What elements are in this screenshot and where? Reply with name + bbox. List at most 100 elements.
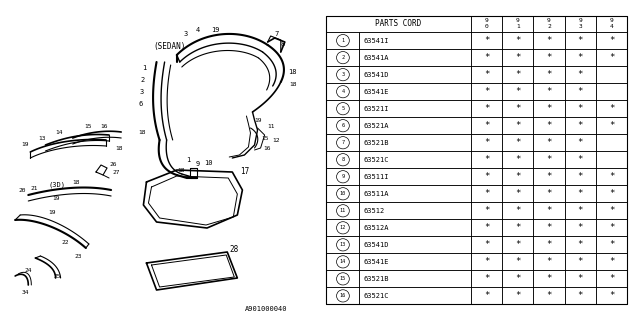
Text: 18: 18	[139, 131, 146, 135]
Text: 7: 7	[341, 140, 344, 145]
Text: 63521A: 63521A	[364, 123, 389, 129]
Text: *: *	[547, 257, 552, 266]
Text: 1: 1	[142, 65, 147, 71]
Text: 16: 16	[263, 146, 270, 150]
Text: *: *	[547, 223, 552, 232]
Text: *: *	[609, 104, 614, 113]
Text: *: *	[609, 206, 614, 215]
Text: 9
1: 9 1	[516, 19, 520, 29]
Text: *: *	[609, 240, 614, 249]
Text: 27: 27	[113, 171, 120, 175]
Text: 17: 17	[240, 167, 249, 177]
Text: *: *	[484, 53, 489, 62]
Text: *: *	[515, 104, 520, 113]
Text: *: *	[577, 138, 583, 147]
Text: *: *	[515, 70, 520, 79]
Text: 63541A: 63541A	[364, 55, 389, 61]
Text: 2: 2	[140, 77, 145, 83]
Text: *: *	[515, 172, 520, 181]
Text: *: *	[609, 53, 614, 62]
Text: *: *	[609, 36, 614, 45]
Text: *: *	[515, 257, 520, 266]
Text: *: *	[484, 240, 489, 249]
Text: *: *	[515, 36, 520, 45]
Text: (SEDAN): (SEDAN)	[154, 42, 186, 51]
Text: *: *	[577, 104, 583, 113]
Text: 9
3: 9 3	[579, 19, 582, 29]
Text: *: *	[547, 138, 552, 147]
Text: *: *	[515, 274, 520, 283]
Text: *: *	[484, 292, 489, 300]
Text: 9: 9	[341, 174, 344, 179]
Text: 15: 15	[84, 124, 92, 129]
Text: *: *	[547, 274, 552, 283]
Text: 19: 19	[211, 27, 220, 33]
Text: 3: 3	[341, 72, 344, 77]
Text: 14: 14	[55, 131, 62, 135]
Text: *: *	[515, 292, 520, 300]
Text: *: *	[484, 274, 489, 283]
Text: 18: 18	[289, 69, 297, 75]
Text: 4: 4	[341, 89, 344, 94]
Text: 12: 12	[340, 225, 346, 230]
Text: 63541D: 63541D	[364, 72, 389, 78]
Text: PARTS CORD: PARTS CORD	[376, 20, 422, 28]
Text: 22: 22	[62, 241, 69, 245]
Text: *: *	[577, 36, 583, 45]
Text: *: *	[547, 172, 552, 181]
Text: 63512: 63512	[364, 208, 385, 214]
Text: *: *	[484, 104, 489, 113]
Text: 10: 10	[204, 160, 212, 166]
Text: *: *	[547, 104, 552, 113]
Text: 26: 26	[109, 163, 117, 167]
Text: *: *	[484, 172, 489, 181]
Text: *: *	[515, 138, 520, 147]
Text: *: *	[609, 189, 614, 198]
Text: 11: 11	[267, 124, 275, 129]
Text: *: *	[547, 87, 552, 96]
Text: *: *	[547, 53, 552, 62]
Text: 15: 15	[340, 276, 346, 281]
Text: *: *	[547, 36, 552, 45]
Text: *: *	[547, 155, 552, 164]
Text: *: *	[484, 206, 489, 215]
Text: 63511A: 63511A	[364, 191, 389, 197]
Text: *: *	[515, 206, 520, 215]
Text: 34: 34	[22, 290, 29, 294]
Text: *: *	[577, 70, 583, 79]
Text: 23: 23	[74, 254, 81, 260]
Text: *: *	[515, 155, 520, 164]
Text: *: *	[577, 274, 583, 283]
Text: 6: 6	[138, 101, 143, 107]
Text: *: *	[577, 206, 583, 215]
Text: 63541E: 63541E	[364, 259, 389, 265]
Text: *: *	[484, 223, 489, 232]
Text: 16: 16	[100, 124, 108, 129]
Text: *: *	[547, 240, 552, 249]
Text: *: *	[547, 206, 552, 215]
Text: 1: 1	[341, 38, 344, 43]
Text: 63541E: 63541E	[364, 89, 389, 95]
Text: *: *	[484, 36, 489, 45]
Text: *: *	[515, 87, 520, 96]
Text: *: *	[609, 292, 614, 300]
Text: *: *	[484, 70, 489, 79]
Text: 4: 4	[196, 27, 200, 33]
Text: 3: 3	[140, 89, 143, 95]
Text: *: *	[609, 257, 614, 266]
Text: 18: 18	[289, 83, 297, 87]
Text: *: *	[577, 53, 583, 62]
Text: 19: 19	[254, 117, 261, 123]
Text: 63541I: 63541I	[364, 38, 389, 44]
Text: 28: 28	[230, 245, 239, 254]
Text: 9
4: 9 4	[610, 19, 613, 29]
Text: 63521B: 63521B	[364, 140, 389, 146]
Text: 24: 24	[24, 268, 32, 273]
Text: *: *	[577, 240, 583, 249]
Text: *: *	[547, 189, 552, 198]
Text: *: *	[547, 121, 552, 130]
Text: *: *	[484, 155, 489, 164]
Text: 7: 7	[275, 31, 279, 37]
Text: 1: 1	[186, 157, 190, 163]
Text: *: *	[515, 240, 520, 249]
